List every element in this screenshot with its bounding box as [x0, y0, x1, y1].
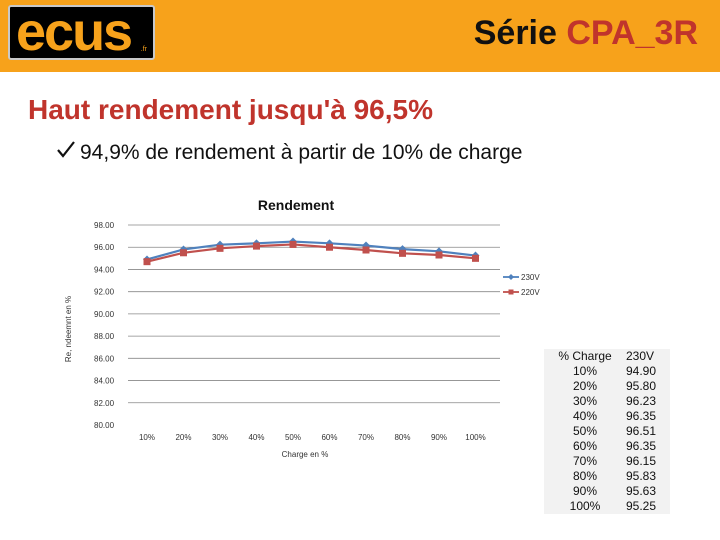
table-cell-charge: 20%: [572, 379, 598, 393]
x-tick-label: 10%: [139, 433, 155, 442]
data-point: [399, 249, 406, 257]
table-row: 100% 95.25: [544, 499, 670, 514]
legend-label: 230V: [521, 273, 540, 282]
x-tick-label: 20%: [175, 433, 191, 442]
check-icon: [56, 139, 76, 165]
chart-title: Rendement: [258, 197, 335, 213]
y-tick-label: 92.00: [94, 288, 115, 297]
table-cell-value: 94.90: [626, 364, 657, 378]
series-line-220V: [146, 243, 476, 263]
table-row: 80% 95.83: [544, 469, 670, 484]
x-axis-label: Charge en %: [282, 450, 329, 459]
table-cell-charge: 30%: [572, 394, 598, 408]
y-tick-label: 94.00: [94, 265, 115, 274]
y-axis-label: Re, ndeemnt en %: [64, 296, 73, 362]
x-tick-label: 60%: [321, 433, 337, 442]
legend-marker: [508, 274, 514, 280]
table-cell-charge: 80%: [572, 469, 598, 483]
x-tick-label: 50%: [285, 433, 301, 442]
logo-text: ecus: [16, 2, 133, 62]
series-line-230V: [146, 240, 476, 261]
table-row: 40% 96.35: [544, 409, 670, 424]
x-tick-label: 40%: [248, 433, 264, 442]
bullet-point: 94,9% de rendement à partir de 10% de ch…: [56, 139, 522, 165]
y-tick-label: 80.00: [94, 421, 115, 430]
table-cell-value: 95.25: [626, 499, 657, 513]
data-point: [435, 251, 443, 259]
data-table: % Charge 230V 10% 94.90 20% 95.80 30% 96.23 40% 9…: [544, 349, 670, 514]
x-tick-label: 30%: [212, 433, 228, 442]
table-cell-value: 95.63: [626, 484, 657, 498]
series-lines: [143, 237, 480, 266]
table-cell-charge: 70%: [572, 454, 598, 468]
data-point: [216, 240, 224, 249]
table-cell-value: 95.83: [626, 469, 657, 483]
y-tick-label: 88.00: [94, 332, 115, 341]
table-row: 20% 95.80: [544, 379, 670, 394]
efficiency-chart: Rendement 98.00 96.00 94.00 92.00 90.00 88.00…: [64, 197, 540, 470]
table-cell-charge: 50%: [572, 424, 598, 438]
y-tick-label: 86.00: [94, 354, 115, 363]
legend-label: 220V: [521, 288, 540, 297]
x-tick-label: 100%: [465, 433, 485, 442]
table-cell-value: 96.35: [626, 439, 657, 453]
table-cell-charge: 100%: [569, 499, 601, 513]
y-tick-label: 98.00: [94, 221, 115, 230]
data-point: [472, 254, 479, 262]
table-header: % Charge 230V: [544, 349, 670, 364]
y-tick-label: 82.00: [94, 399, 115, 408]
series-title-accent: CPA_3R: [566, 14, 698, 52]
series-title-prefix: Série: [473, 14, 567, 52]
header-bar: ecus .fr Série CPA_3R: [0, 0, 720, 72]
x-tick-label: 80%: [394, 433, 410, 442]
table-cell-value: 96.35: [626, 409, 657, 423]
table-cell-charge: % Charge: [558, 349, 612, 363]
table-cell-value: 96.51: [626, 424, 657, 438]
table-cell-value: 96.23: [626, 394, 657, 408]
y-tick-labels: 98.00 96.00 94.00 92.00 90.00 88.00 86.00 84.00…: [94, 221, 115, 430]
data-point: [326, 243, 333, 251]
table-cell-value: 230V: [626, 349, 655, 363]
data-point: [289, 240, 297, 248]
table-cell-value: 96.15: [626, 454, 657, 468]
x-tick-label: 90%: [431, 433, 447, 442]
x-tick-label: 70%: [358, 433, 374, 442]
legend-marker: [508, 289, 514, 295]
data-point: [143, 258, 151, 266]
headline: Haut rendement jusqu'à 96,5%: [28, 94, 433, 125]
logo-suffix: .fr: [140, 46, 147, 53]
table-cell-charge: 60%: [572, 439, 598, 453]
table-row: 50% 96.51: [544, 424, 670, 439]
data-point: [180, 249, 187, 257]
table-row: 30% 96.23: [544, 394, 670, 409]
data-point: [362, 246, 370, 254]
y-tick-label: 90.00: [94, 310, 115, 319]
bullet-text: 94,9% de rendement à partir de 10% de ch…: [80, 141, 523, 164]
table-row: 90% 95.63: [544, 484, 670, 499]
data-point: [253, 242, 260, 250]
x-tick-labels: 10% 20% 30% 40% 50% 60% 70% 80% 90% 100%: [139, 433, 486, 442]
data-point: [398, 245, 407, 254]
table-row: 10% 94.90: [544, 364, 670, 379]
table-row: 60% 96.35: [544, 439, 670, 454]
legend: 230V 220V: [503, 273, 540, 297]
table-row: 70% 96.15: [544, 454, 670, 469]
series-title: Série CPA_3R: [474, 14, 698, 53]
table-cell-charge: 10%: [572, 364, 598, 378]
plot-area: [128, 225, 500, 470]
table-cell-charge: 90%: [572, 484, 598, 498]
y-tick-label: 96.00: [94, 243, 115, 252]
grid-lines: [128, 224, 500, 404]
table-cell-value: 95.80: [626, 379, 657, 393]
y-tick-label: 84.00: [94, 377, 115, 386]
data-point: [216, 244, 224, 252]
table-cell-charge: 40%: [572, 409, 598, 423]
ecus-logo: ecus .fr: [8, 2, 155, 62]
